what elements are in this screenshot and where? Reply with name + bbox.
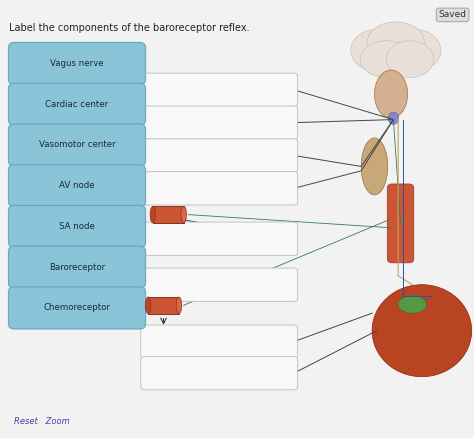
- Ellipse shape: [146, 297, 151, 314]
- FancyBboxPatch shape: [9, 83, 146, 125]
- Bar: [153, 206, 184, 223]
- Text: AV node: AV node: [59, 181, 95, 190]
- FancyBboxPatch shape: [141, 172, 298, 205]
- Text: Cardiac center: Cardiac center: [46, 100, 109, 109]
- Text: Vagus nerve: Vagus nerve: [50, 59, 104, 68]
- FancyBboxPatch shape: [9, 287, 146, 329]
- FancyBboxPatch shape: [141, 106, 298, 139]
- Ellipse shape: [374, 70, 408, 118]
- FancyBboxPatch shape: [141, 325, 298, 358]
- Ellipse shape: [181, 206, 186, 223]
- Ellipse shape: [386, 41, 434, 78]
- Ellipse shape: [398, 296, 427, 313]
- Ellipse shape: [367, 22, 424, 61]
- Text: SA node: SA node: [59, 222, 95, 231]
- Ellipse shape: [360, 41, 412, 78]
- FancyBboxPatch shape: [141, 222, 298, 255]
- Bar: [148, 297, 179, 314]
- FancyBboxPatch shape: [9, 246, 146, 288]
- Ellipse shape: [389, 29, 441, 71]
- Text: Saved: Saved: [438, 11, 467, 19]
- Ellipse shape: [150, 206, 155, 223]
- FancyBboxPatch shape: [141, 139, 298, 172]
- Text: Chemoreceptor: Chemoreceptor: [44, 304, 110, 312]
- Text: Vasomotor center: Vasomotor center: [39, 141, 115, 149]
- Ellipse shape: [176, 297, 182, 314]
- FancyBboxPatch shape: [9, 124, 146, 166]
- FancyBboxPatch shape: [141, 73, 298, 106]
- Text: Label the components of the baroreceptor reflex.: Label the components of the baroreceptor…: [9, 24, 250, 33]
- Circle shape: [372, 285, 472, 377]
- Text: Reset   Zoom: Reset Zoom: [14, 417, 70, 426]
- FancyBboxPatch shape: [141, 268, 298, 301]
- FancyBboxPatch shape: [387, 184, 414, 263]
- FancyBboxPatch shape: [9, 165, 146, 207]
- Ellipse shape: [388, 112, 399, 124]
- Ellipse shape: [351, 29, 403, 71]
- FancyBboxPatch shape: [9, 205, 146, 247]
- Text: Baroreceptor: Baroreceptor: [49, 263, 105, 272]
- FancyBboxPatch shape: [141, 357, 298, 390]
- Ellipse shape: [361, 138, 388, 195]
- FancyBboxPatch shape: [9, 42, 146, 85]
